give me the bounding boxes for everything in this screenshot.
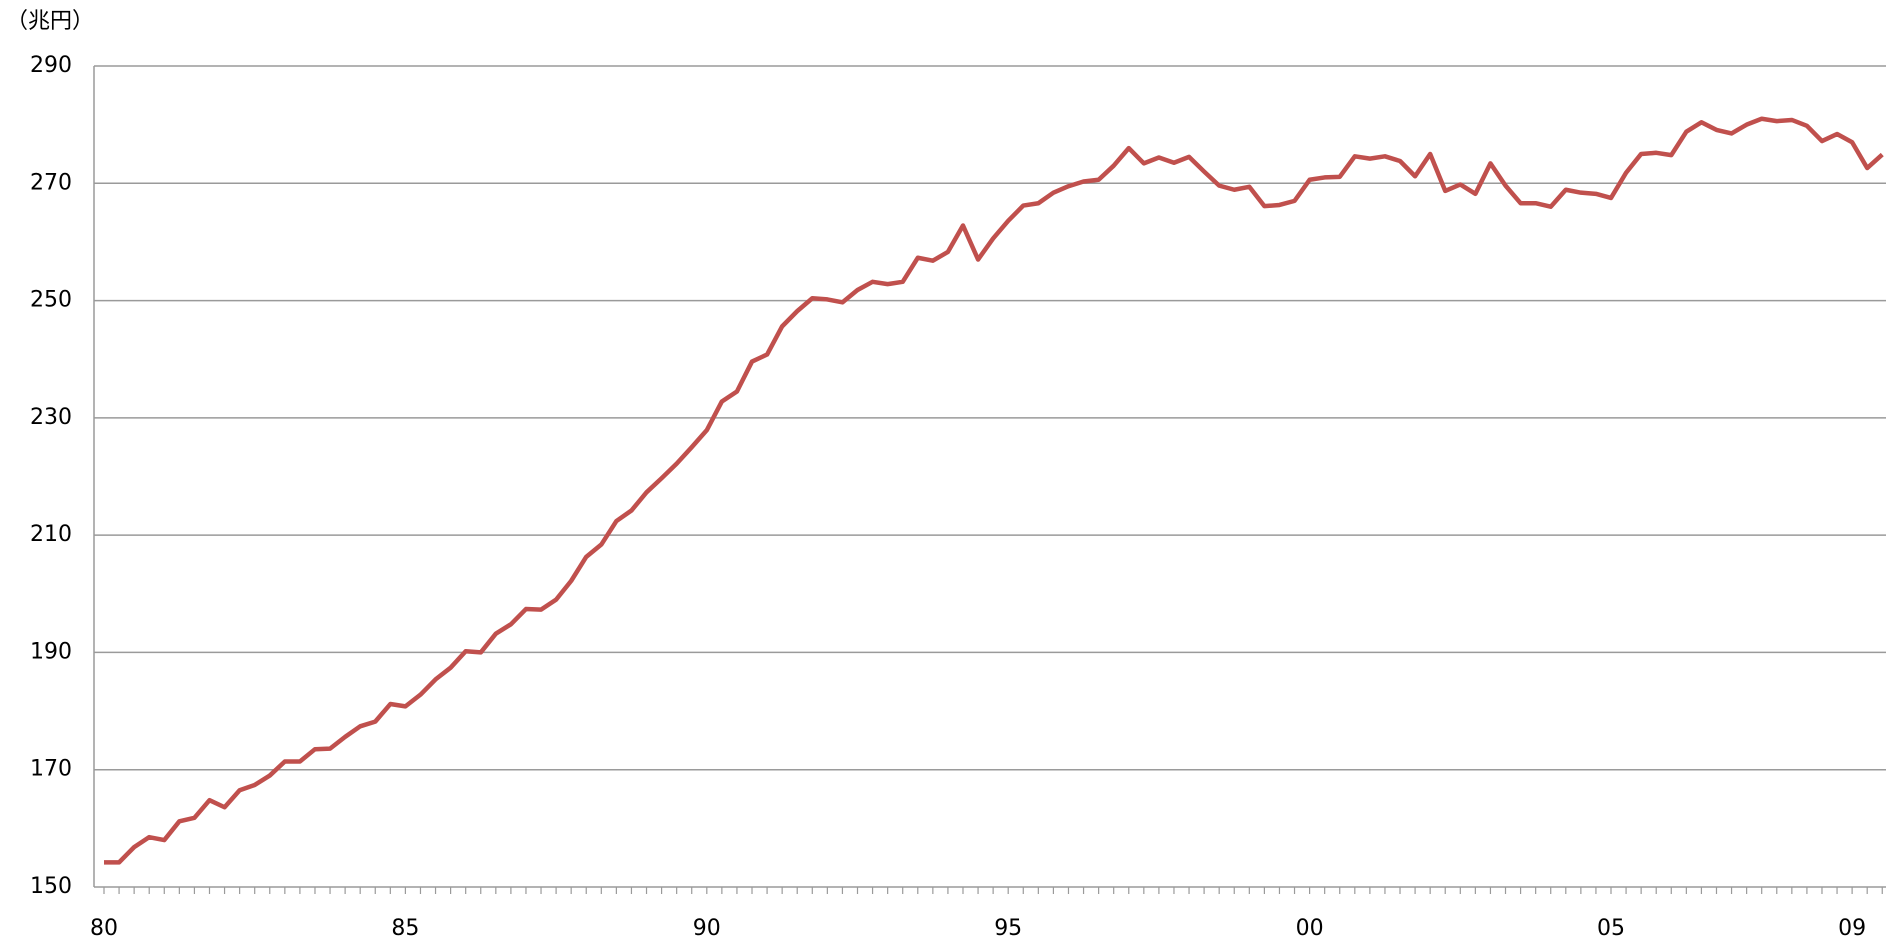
y-axis-label: （兆円）	[6, 9, 94, 34]
y-tick-label: 150	[30, 874, 72, 899]
x-tick-label: 00	[1296, 916, 1324, 941]
y-tick-label: 170	[30, 757, 72, 782]
y-tick-label: 230	[30, 405, 72, 430]
x-tick-label: 85	[391, 916, 419, 941]
y-tick-label: 270	[30, 170, 72, 195]
x-tick-label: 80	[90, 916, 118, 941]
x-tick-label: 05	[1597, 916, 1625, 941]
x-tick-label: 90	[693, 916, 721, 941]
y-tick-label: 250	[30, 288, 72, 313]
y-tick-label: 210	[30, 522, 72, 547]
y-tick-label: 190	[30, 639, 72, 664]
x-tick-label: 09	[1838, 916, 1866, 941]
x-tick-label: 95	[994, 916, 1022, 941]
y-tick-label: 290	[30, 53, 72, 78]
data-line	[104, 116, 1884, 865]
